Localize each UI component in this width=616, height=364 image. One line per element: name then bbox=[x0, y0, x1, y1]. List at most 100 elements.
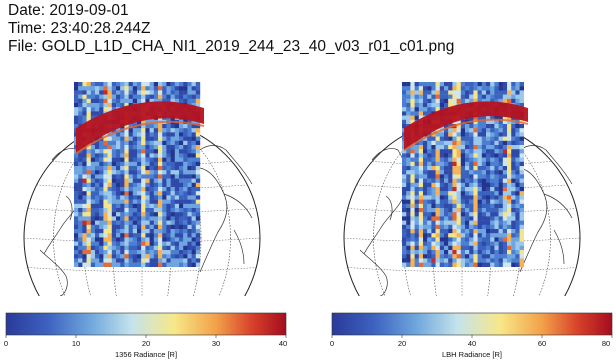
radiance-pixel bbox=[435, 199, 440, 204]
radiance-pixel bbox=[465, 86, 470, 91]
radiance-pixel bbox=[103, 149, 108, 154]
radiance-pixel bbox=[74, 153, 79, 158]
radiance-pixel bbox=[99, 157, 104, 162]
radiance-pixel bbox=[149, 262, 154, 267]
radiance-pixel bbox=[111, 182, 117, 188]
radiance-pixel bbox=[195, 124, 201, 129]
radiance-pixel bbox=[179, 128, 184, 133]
radiance-pixel bbox=[452, 199, 457, 204]
radiance-pixel bbox=[137, 262, 142, 267]
radiance-pixel bbox=[431, 258, 436, 263]
radiance-pixel bbox=[187, 132, 192, 137]
radiance-pixel bbox=[128, 86, 133, 91]
radiance-pixel bbox=[469, 195, 474, 200]
radiance-pixel bbox=[444, 212, 449, 217]
radiance-pixel bbox=[448, 140, 453, 146]
radiance-pixel bbox=[494, 132, 499, 137]
radiance-pixel bbox=[111, 157, 117, 162]
radiance-pixel bbox=[78, 250, 83, 255]
radiance-pixel bbox=[460, 128, 466, 133]
radiance-pixel bbox=[481, 90, 487, 95]
radiance-pixel bbox=[473, 170, 478, 175]
radiance-pixel bbox=[410, 245, 415, 251]
radiance-pixel bbox=[511, 258, 516, 263]
radiance-pixel bbox=[179, 178, 184, 183]
radiance-pixel bbox=[406, 245, 411, 251]
radiance-pixel bbox=[120, 94, 125, 99]
radiance-pixel bbox=[116, 224, 121, 230]
radiance-pixel bbox=[95, 98, 100, 104]
radiance-pixel bbox=[174, 82, 180, 87]
radiance-pixel bbox=[456, 262, 461, 267]
radiance-pixel bbox=[128, 224, 133, 230]
radiance-pixel bbox=[183, 258, 188, 263]
radiance-pixel bbox=[179, 262, 184, 267]
radiance-pixel bbox=[141, 166, 146, 171]
radiance-pixel bbox=[465, 90, 470, 95]
radiance-pixel bbox=[402, 98, 407, 104]
radiance-pixel bbox=[183, 233, 188, 238]
radiance-pixel bbox=[494, 157, 499, 162]
radiance-pixel bbox=[427, 107, 432, 112]
radiance-pixel bbox=[78, 119, 83, 125]
radiance-pixel bbox=[158, 149, 163, 154]
radiance-pixel bbox=[435, 128, 440, 133]
radiance-pixel bbox=[107, 161, 112, 167]
radiance-pixel bbox=[439, 258, 445, 263]
radiance-pixel bbox=[448, 145, 453, 150]
radiance-pixel bbox=[439, 140, 445, 146]
radiance-pixel bbox=[78, 157, 83, 162]
radiance-pixel bbox=[494, 224, 499, 230]
radiance-pixel bbox=[473, 182, 478, 188]
radiance-pixel bbox=[90, 220, 96, 225]
radiance-pixel bbox=[107, 157, 112, 162]
radiance-pixel bbox=[465, 98, 470, 104]
radiance-pixel bbox=[149, 191, 154, 196]
radiance-pixel bbox=[132, 216, 138, 221]
radiance-pixel bbox=[183, 178, 188, 183]
radiance-pixel bbox=[174, 136, 180, 141]
radiance-pixel bbox=[486, 233, 491, 238]
radiance-pixel bbox=[511, 241, 516, 246]
radiance-pixel bbox=[427, 178, 432, 183]
radiance-pixel bbox=[120, 149, 125, 154]
radiance-pixel bbox=[170, 157, 175, 162]
radiance-pixel bbox=[498, 233, 503, 238]
radiance-pixel bbox=[137, 161, 142, 167]
radiance-pixel bbox=[402, 170, 407, 175]
radiance-pixel bbox=[137, 140, 142, 146]
radiance-pixel bbox=[515, 208, 520, 213]
radiance-pixel bbox=[158, 86, 163, 91]
radiance-pixel bbox=[477, 145, 482, 150]
radiance-pixel bbox=[511, 187, 516, 192]
radiance-pixel bbox=[179, 166, 184, 171]
radiance-pixel bbox=[511, 250, 516, 255]
radiance-pixel bbox=[195, 86, 201, 91]
radiance-pixel bbox=[179, 140, 184, 146]
radiance-pixel bbox=[494, 82, 499, 87]
radiance-pixel bbox=[473, 233, 478, 238]
radiance-pixel bbox=[498, 128, 503, 133]
radiance-pixel bbox=[477, 178, 482, 183]
radiance-pixel bbox=[153, 136, 159, 141]
radiance-pixel bbox=[410, 115, 415, 120]
radiance-pixel bbox=[410, 237, 415, 242]
radiance-pixel bbox=[439, 220, 445, 225]
radiance-pixel bbox=[473, 178, 478, 183]
radiance-pixel bbox=[179, 258, 184, 263]
radiance-pixel bbox=[153, 157, 159, 162]
radiance-pixel bbox=[137, 149, 142, 154]
radiance-pixel bbox=[149, 237, 154, 242]
radiance-pixel bbox=[162, 224, 167, 230]
radiance-pixel bbox=[86, 107, 91, 112]
radiance-pixel bbox=[137, 258, 142, 263]
radiance-pixel bbox=[473, 203, 478, 209]
radiance-pixel bbox=[99, 140, 104, 146]
radiance-pixel bbox=[435, 258, 440, 263]
radiance-pixel bbox=[435, 229, 440, 234]
radiance-pixel bbox=[423, 182, 428, 188]
radiance-pixel bbox=[103, 220, 108, 225]
radiance-pixel bbox=[132, 157, 138, 162]
radiance-pixel bbox=[95, 157, 100, 162]
radiance-pixel bbox=[99, 111, 104, 116]
